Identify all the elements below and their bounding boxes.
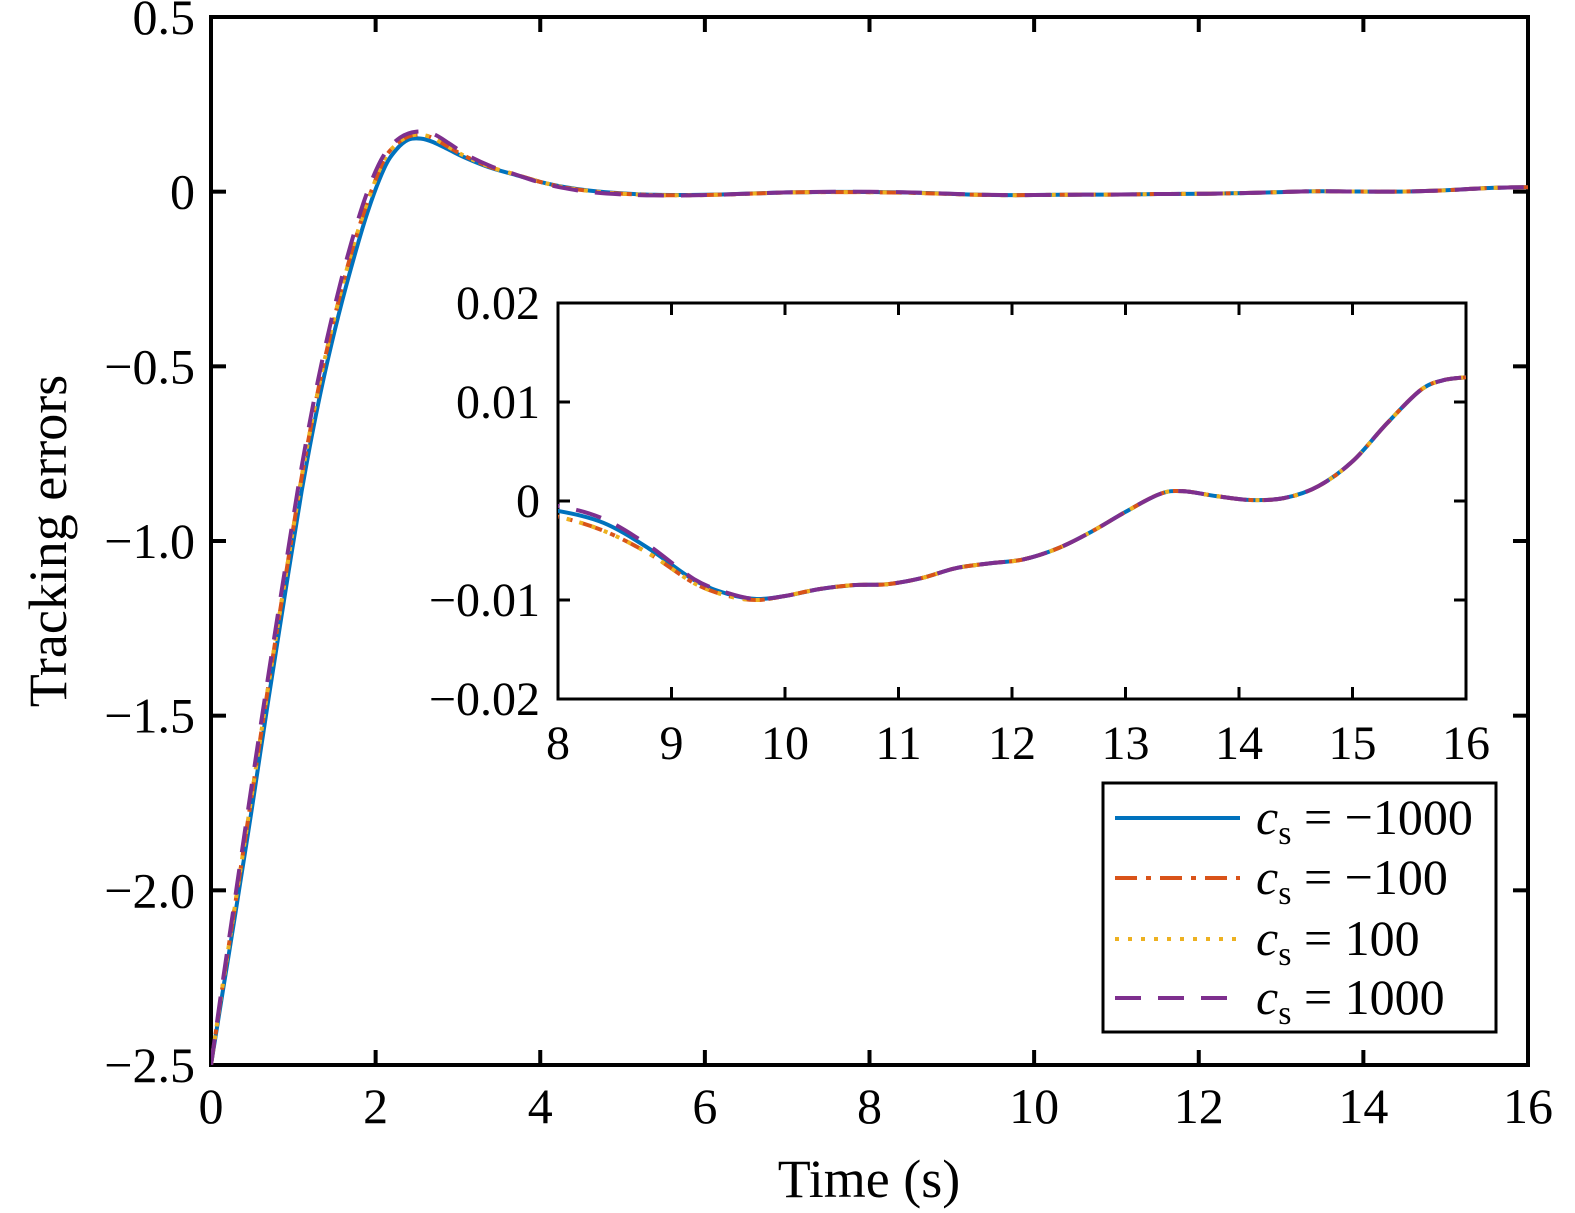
main-x-tick-label: 2: [363, 1078, 388, 1134]
main-x-tick-label: 10: [1009, 1078, 1059, 1134]
inset-axes: 8 9 10 11 12 13 14 15 16 0.02 0.01 0 −0.01 −0.02: [429, 277, 1490, 770]
inset-x-tick-label: 15: [1329, 717, 1377, 770]
inset-x-tick-label: 11: [875, 717, 921, 770]
legend-label-0: cs = −1000: [1256, 789, 1473, 852]
legend-label-3: cs = 1000: [1256, 969, 1445, 1032]
inset-y-tick-label: 0: [516, 475, 540, 528]
main-y-tick-label: −1.0: [104, 513, 195, 569]
inset-y-tick-label: −0.02: [429, 673, 540, 726]
inset-y-tick-label: 0.02: [456, 277, 540, 330]
inset-x-tick-label: 8: [546, 717, 570, 770]
inset-box: [556, 301, 1468, 701]
x-axis-label: Time (s): [778, 1149, 961, 1209]
main-x-tick-label: 14: [1338, 1078, 1388, 1134]
inset-y-tick-label: 0.01: [456, 376, 540, 429]
inset-x-tick-label: 9: [660, 717, 684, 770]
inset-y-tick-label: −0.01: [429, 574, 540, 627]
main-series: [211, 129, 1528, 1065]
main-series-line-2: [211, 132, 1528, 1065]
main-x-tick-label: 16: [1503, 1078, 1553, 1134]
legend-label-2: cs = 100: [1256, 910, 1420, 973]
main-axes: 0 2 4 6 8 10 12 14 16 0.5 0 −0.5 −1.0 −1.5 −2.0 −2.5: [104, 0, 1553, 1134]
main-y-tick-label: −0.5: [104, 338, 195, 394]
inset-x-tick-label: 12: [988, 717, 1036, 770]
main-y-tick-label: −1.5: [104, 688, 195, 744]
main-series-line-3: [211, 129, 1528, 1065]
y-axis-label: Tracking errors: [18, 375, 78, 707]
main-y-tick-label: 0: [170, 164, 195, 220]
legend-box: [1101, 781, 1498, 1034]
inset-x-tick-label: 13: [1102, 717, 1150, 770]
legend-label-1: cs = −100: [1256, 849, 1448, 912]
inset-series: [558, 375, 1466, 602]
main-x-tick-label: 8: [857, 1078, 882, 1134]
inset-x-tick-label: 14: [1215, 717, 1263, 770]
main-y-tick-label: −2.0: [104, 862, 195, 918]
inset-x-tick-label: 16: [1442, 717, 1490, 770]
main-x-tick-label: 12: [1174, 1078, 1224, 1134]
inset-x-tick-label: 10: [761, 717, 809, 770]
main-y-tick-label: 0.5: [133, 0, 196, 45]
main-x-tick-label: 4: [528, 1078, 553, 1134]
main-x-tick-label: 0: [199, 1078, 224, 1134]
main-x-tick-label: 6: [692, 1078, 717, 1134]
main-y-tick-label: −2.5: [104, 1037, 195, 1093]
